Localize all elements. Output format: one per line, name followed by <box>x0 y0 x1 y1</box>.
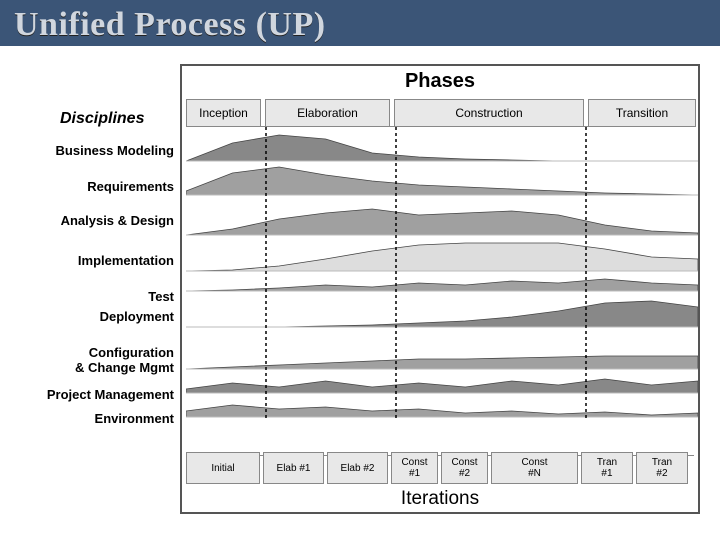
iteration-box-3: Const#1 <box>391 452 438 484</box>
discipline-label-6: Configuration& Change Mgmt <box>8 346 178 388</box>
phase-box-1: Elaboration <box>265 99 390 127</box>
iterations-row: InitialElab #1Elab #2Const#1Const#2Const… <box>186 452 694 484</box>
discipline-label-1: Requirements <box>8 180 178 214</box>
phase-box-0: Inception <box>186 99 261 127</box>
effort-curve-3 <box>186 243 698 271</box>
phases-heading: Phases <box>182 66 698 97</box>
discipline-label-3: Implementation <box>8 254 178 290</box>
discipline-label-8: Environment <box>8 412 178 436</box>
effort-curve-8 <box>186 405 698 417</box>
iteration-box-4: Const#2 <box>441 452 488 484</box>
effort-curves-chart <box>186 127 698 419</box>
iteration-box-2: Elab #2 <box>327 452 388 484</box>
content-area: Disciplines Business ModelingRequirement… <box>0 46 720 544</box>
iteration-box-1: Elab #1 <box>263 452 324 484</box>
disciplines-heading: Disciplines <box>60 110 144 128</box>
effort-curve-0 <box>186 135 698 161</box>
iteration-box-0: Initial <box>186 452 260 484</box>
iteration-box-5: Const#N <box>491 452 578 484</box>
effort-curve-6 <box>186 356 698 369</box>
effort-curve-5 <box>186 301 698 327</box>
phase-box-3: Transition <box>588 99 696 127</box>
discipline-label-0: Business Modeling <box>8 144 178 180</box>
iterations-heading: Iterations <box>182 488 698 510</box>
iteration-box-7: Tran#2 <box>636 452 688 484</box>
effort-curve-2 <box>186 209 698 235</box>
effort-curve-4 <box>186 279 698 291</box>
phase-box-2: Construction <box>394 99 584 127</box>
chart-body <box>186 126 694 456</box>
discipline-label-2: Analysis & Design <box>8 214 178 254</box>
effort-curve-7 <box>186 379 698 393</box>
discipline-label-5: Deployment <box>8 310 178 346</box>
slide-title: Unified Process (UP) <box>0 0 720 46</box>
diagram-frame: Phases InceptionElaborationConstructionT… <box>180 64 700 514</box>
effort-curve-1 <box>186 167 698 195</box>
iteration-box-6: Tran#1 <box>581 452 633 484</box>
discipline-labels-column: Business ModelingRequirementsAnalysis & … <box>8 144 178 436</box>
discipline-label-4: Test <box>8 290 178 310</box>
discipline-label-7: Project Management <box>8 388 178 412</box>
